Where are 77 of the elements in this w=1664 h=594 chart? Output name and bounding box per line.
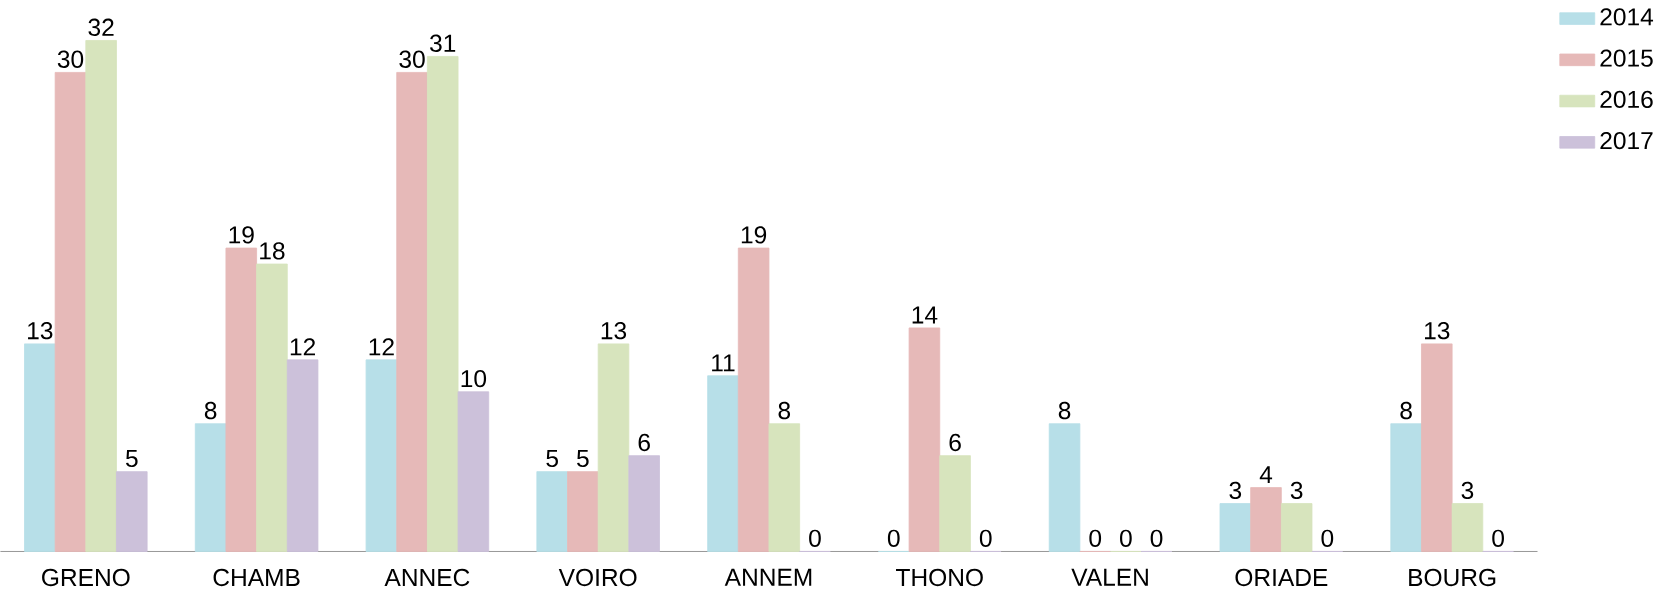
- data-label: 13: [601, 321, 627, 340]
- data-label: 0: [809, 529, 821, 547]
- data-label: 11: [712, 354, 735, 372]
- bar: [24, 343, 56, 552]
- bar: [768, 423, 801, 552]
- x-tick-label: ANNEC: [384, 568, 470, 586]
- x-tick-label: CHAMB: [213, 568, 300, 586]
- data-label: 30: [399, 50, 425, 68]
- data-label: 0: [1120, 529, 1132, 547]
- data-label: 14: [912, 306, 938, 324]
- data-label: 18: [260, 242, 285, 260]
- data-label: 31: [430, 34, 456, 52]
- bar: [1048, 423, 1081, 552]
- bar: [567, 471, 599, 552]
- bar: [628, 455, 660, 552]
- bar: [536, 471, 568, 552]
- bar: [426, 55, 459, 552]
- data-label: 32: [88, 18, 114, 36]
- bar: [1219, 503, 1252, 552]
- bar: [908, 327, 941, 552]
- bar: [116, 471, 148, 552]
- x-tick-label: ORIADE: [1235, 568, 1328, 586]
- data-label: 8: [1058, 401, 1071, 420]
- bar: [286, 359, 319, 552]
- data-label: 12: [290, 338, 315, 356]
- data-label: 0: [1492, 529, 1504, 547]
- data-label: 8: [204, 401, 217, 420]
- data-label: 13: [1425, 321, 1450, 340]
- x-tick-label: VALEN: [1071, 568, 1148, 586]
- data-label: 13: [28, 321, 53, 340]
- data-label: 5: [546, 449, 558, 467]
- bar: [396, 71, 428, 552]
- bar: [597, 343, 630, 552]
- bar: [457, 391, 490, 552]
- legend-label: 2015: [1600, 49, 1653, 67]
- data-label: 0: [887, 529, 900, 547]
- bar: [225, 247, 258, 552]
- bar: [939, 455, 971, 552]
- data-label: 3: [1461, 481, 1474, 499]
- data-label: 8: [1400, 401, 1412, 420]
- data-label: 10: [461, 369, 487, 388]
- data-label: 0: [1089, 529, 1102, 547]
- bar: [194, 423, 227, 552]
- bar: [1390, 423, 1422, 552]
- data-label: 0: [979, 529, 992, 547]
- data-label: 3: [1290, 481, 1303, 499]
- legend-label: 2014: [1600, 8, 1654, 26]
- data-label: 19: [229, 226, 254, 244]
- bar: [365, 359, 398, 552]
- bar: [85, 39, 117, 552]
- x-tick-label: GRENO: [42, 568, 130, 586]
- bar: [256, 263, 288, 552]
- bar: [1451, 503, 1484, 552]
- data-label: 5: [125, 449, 138, 467]
- data-label: 19: [741, 226, 767, 244]
- data-label: 6: [638, 433, 650, 451]
- legend-label: 2016: [1600, 90, 1653, 108]
- data-label: 4: [1259, 466, 1273, 483]
- bar: [54, 71, 87, 552]
- data-label: 6: [949, 433, 961, 451]
- legend-label: 2017: [1600, 131, 1653, 150]
- data-label: 12: [369, 338, 394, 356]
- x-tick-label: BOURG: [1409, 568, 1496, 586]
- data-label: 0: [1150, 529, 1163, 547]
- bar: [1421, 343, 1453, 552]
- data-label: 30: [57, 50, 84, 68]
- x-tick-label: THONO: [896, 568, 983, 586]
- bar: [737, 247, 770, 552]
- bar: [1280, 503, 1313, 552]
- data-label: 5: [577, 449, 589, 467]
- x-tick-label: VOIRO: [558, 568, 637, 586]
- bar: [707, 375, 739, 552]
- x-tick-label: ANNEM: [724, 568, 812, 586]
- data-label: 8: [778, 401, 791, 420]
- data-label: 0: [1321, 529, 1334, 547]
- data-label: 3: [1229, 481, 1242, 499]
- bar: [1250, 487, 1282, 552]
